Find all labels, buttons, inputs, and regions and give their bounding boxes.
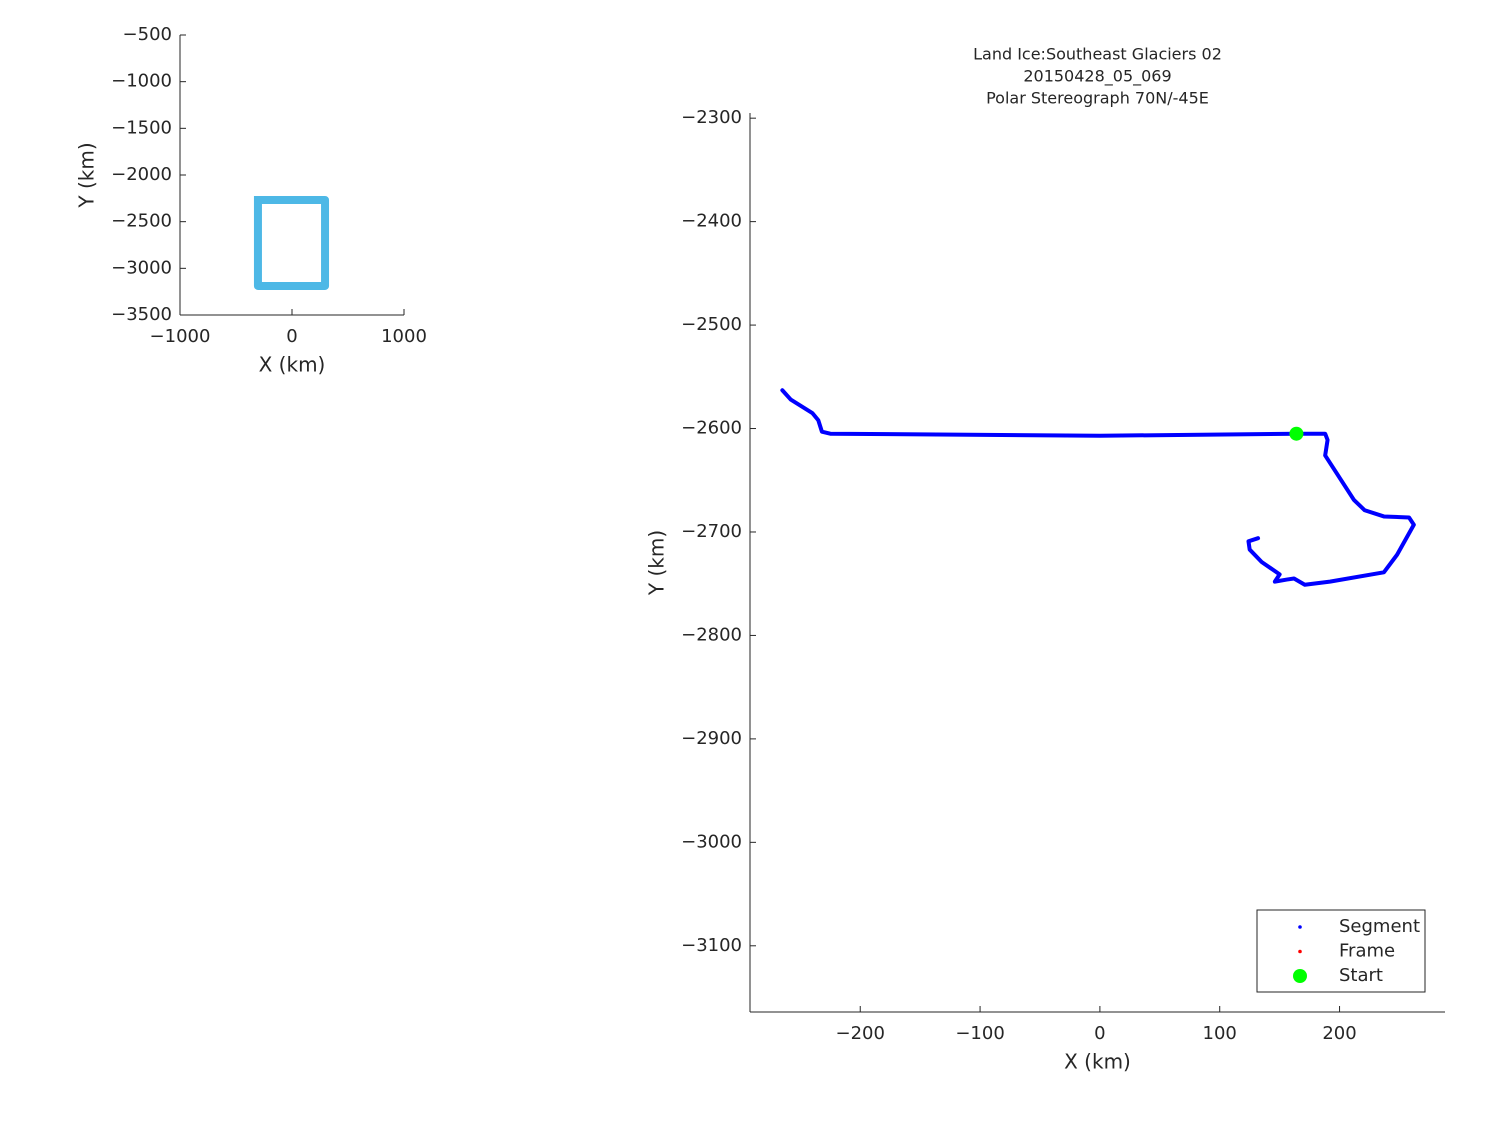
x-tick-label: 100 [1203, 1023, 1237, 1044]
y-tick-label: −1000 [111, 71, 172, 92]
y-tick-label: −3100 [681, 935, 742, 956]
x-tick-label: 1000 [381, 326, 427, 347]
y-tick-label: −500 [123, 24, 172, 45]
x-tick-label: 200 [1322, 1023, 1356, 1044]
x-tick-label: −200 [836, 1023, 885, 1044]
legend-label: Start [1339, 965, 1383, 986]
y-tick-label: −1500 [111, 117, 172, 138]
track-line [253, 196, 330, 290]
x-tick-label: 0 [286, 326, 297, 347]
y-axis-label: Y (km) [645, 530, 669, 596]
x-tick-label: 0 [1094, 1023, 1105, 1044]
legend-marker [1298, 925, 1302, 929]
y-tick-label: −2400 [681, 211, 742, 232]
track-line [780, 388, 1416, 587]
y-axis-label: Y (km) [75, 142, 99, 208]
y-tick-label: −2800 [681, 624, 742, 645]
y-tick-label: −2500 [681, 314, 742, 335]
x-tick-label: −1000 [150, 326, 211, 347]
y-tick-label: −2700 [681, 521, 742, 542]
legend-marker [1293, 969, 1307, 983]
legend-label: Frame [1339, 941, 1395, 962]
legend-box [1256, 909, 1426, 993]
y-tick-label: −2600 [681, 418, 742, 439]
y-tick-label: −3000 [111, 257, 172, 278]
y-tick-label: −2500 [111, 211, 172, 232]
y-tick-label: −3500 [111, 304, 172, 325]
start-marker [1289, 426, 1304, 441]
legend-label: Segment [1339, 916, 1420, 937]
y-tick-label: −2300 [681, 107, 742, 128]
chart-title: Land Ice:Southeast Glaciers 02 [973, 45, 1222, 64]
y-tick-label: −2900 [681, 728, 742, 749]
x-axis-label: X (km) [1064, 1050, 1131, 1074]
legend-marker [1298, 949, 1302, 954]
x-tick-label: −100 [955, 1023, 1004, 1044]
chart-title: 20150428_05_069 [1023, 67, 1171, 87]
y-tick-label: −3000 [681, 831, 742, 852]
x-axis-label: X (km) [259, 353, 326, 377]
y-tick-label: −2000 [111, 164, 172, 185]
chart-title: Polar Stereograph 70N/-45E [986, 89, 1209, 108]
